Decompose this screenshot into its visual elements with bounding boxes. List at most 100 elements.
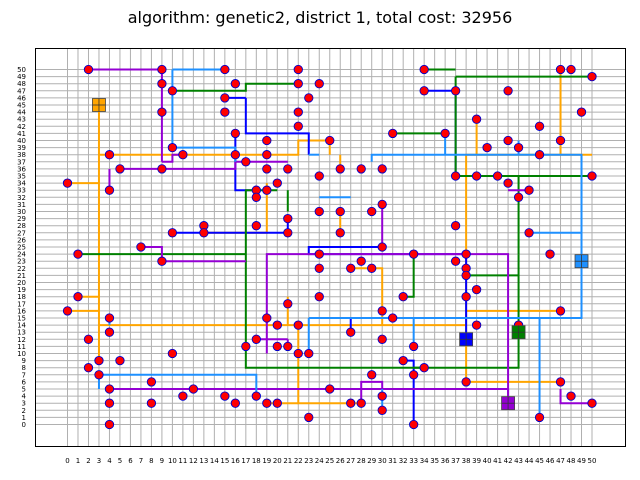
cable-orange (350, 267, 384, 326)
house-marker (136, 242, 146, 252)
y-tick-label: 26 (17, 236, 26, 244)
house-marker (566, 64, 576, 75)
house-marker (272, 320, 282, 330)
y-tick-label: 25 (17, 244, 26, 252)
house-marker (513, 192, 524, 202)
house-marker (73, 292, 83, 302)
house-marker (304, 348, 314, 359)
x-tick-label: 47 (556, 457, 565, 465)
cable-purple (360, 380, 384, 404)
house-marker (293, 348, 303, 359)
x-tick-label: 26 (336, 457, 345, 465)
house-marker (545, 249, 555, 259)
x-tick-label: 4 (107, 457, 112, 465)
x-tick-label: 35 (430, 457, 439, 465)
house-marker (440, 128, 450, 139)
house-marker (377, 164, 387, 174)
cable-lightblue (308, 261, 583, 319)
y-tick-label: 24 (17, 251, 26, 259)
cable-purple (140, 246, 163, 262)
y-tick-label: 41 (17, 130, 26, 138)
house-marker (314, 249, 324, 259)
x-tick-label: 42 (504, 457, 513, 465)
house-marker (146, 377, 157, 387)
x-tick-label: 25 (325, 457, 334, 465)
house-marker (377, 242, 387, 252)
house-marker (450, 221, 461, 231)
x-tick-label: 23 (304, 457, 313, 465)
house-marker (293, 320, 303, 330)
house-marker (325, 135, 335, 146)
y-tick-label: 40 (17, 137, 26, 145)
x-tick-label: 13 (199, 457, 208, 465)
house-marker (513, 142, 524, 153)
x-tick-label: 46 (546, 457, 555, 465)
house-marker (262, 185, 272, 195)
house-marker (587, 398, 597, 408)
x-tick-label: 18 (252, 457, 261, 465)
house-marker (272, 398, 282, 408)
x-tick-label: 39 (472, 457, 481, 465)
house-marker (262, 135, 272, 146)
cable-lightblue (98, 373, 258, 397)
house-marker (450, 256, 461, 266)
house-marker (461, 249, 471, 259)
house-marker (83, 363, 94, 373)
x-tick-label: 1 (76, 457, 80, 465)
house-marker (450, 171, 461, 181)
cable-green (172, 82, 299, 92)
house-marker (450, 86, 461, 96)
house-marker (377, 306, 387, 316)
x-tick-label: 24 (315, 457, 324, 465)
x-tick-label: 27 (346, 457, 355, 465)
x-tick-label: 15 (220, 457, 229, 465)
house-marker (283, 228, 293, 238)
house-marker (220, 107, 230, 117)
house-marker (146, 398, 157, 408)
house-marker (409, 370, 419, 380)
house-marker (367, 206, 377, 217)
y-tick-label: 30 (17, 208, 26, 216)
house-marker (576, 107, 587, 117)
house-marker (104, 313, 115, 323)
x-tick-label: 28 (357, 457, 366, 465)
house-marker (94, 370, 104, 380)
house-marker (555, 64, 566, 75)
y-tick-label: 9 (22, 357, 26, 365)
house-marker (471, 171, 482, 181)
house-marker (157, 256, 167, 266)
cable-blue (244, 97, 310, 155)
y-tick-label: 27 (17, 229, 26, 237)
house-marker (471, 284, 482, 295)
house-marker (398, 355, 408, 366)
house-marker (188, 384, 199, 394)
y-tick-label: 14 (17, 322, 26, 330)
house-marker (482, 142, 492, 153)
house-marker (104, 327, 115, 337)
house-marker (367, 263, 377, 273)
x-tick-label: 10 (168, 457, 177, 465)
house-marker (555, 306, 566, 316)
x-tick-label: 31 (388, 457, 397, 465)
cable-lightblue (370, 153, 583, 262)
house-marker (83, 334, 94, 344)
house-marker (293, 121, 303, 131)
house-marker (346, 263, 356, 273)
y-tick-label: 16 (17, 307, 26, 315)
y-tick-label: 5 (22, 386, 26, 394)
x-tick-label: 40 (483, 457, 492, 465)
y-tick-label: 44 (17, 109, 26, 117)
x-tick-label: 17 (241, 457, 250, 465)
house-marker (251, 334, 261, 344)
x-tick-label: 32 (399, 457, 408, 465)
house-marker (157, 64, 167, 75)
houses (62, 64, 597, 430)
house-marker (346, 398, 356, 408)
house-marker (167, 228, 178, 238)
house-marker (115, 164, 125, 174)
x-tick-label: 44 (525, 457, 534, 465)
y-tick-label: 34 (17, 180, 26, 188)
house-marker (555, 377, 566, 387)
house-marker (220, 391, 230, 401)
y-tick-label: 6 (22, 378, 27, 386)
